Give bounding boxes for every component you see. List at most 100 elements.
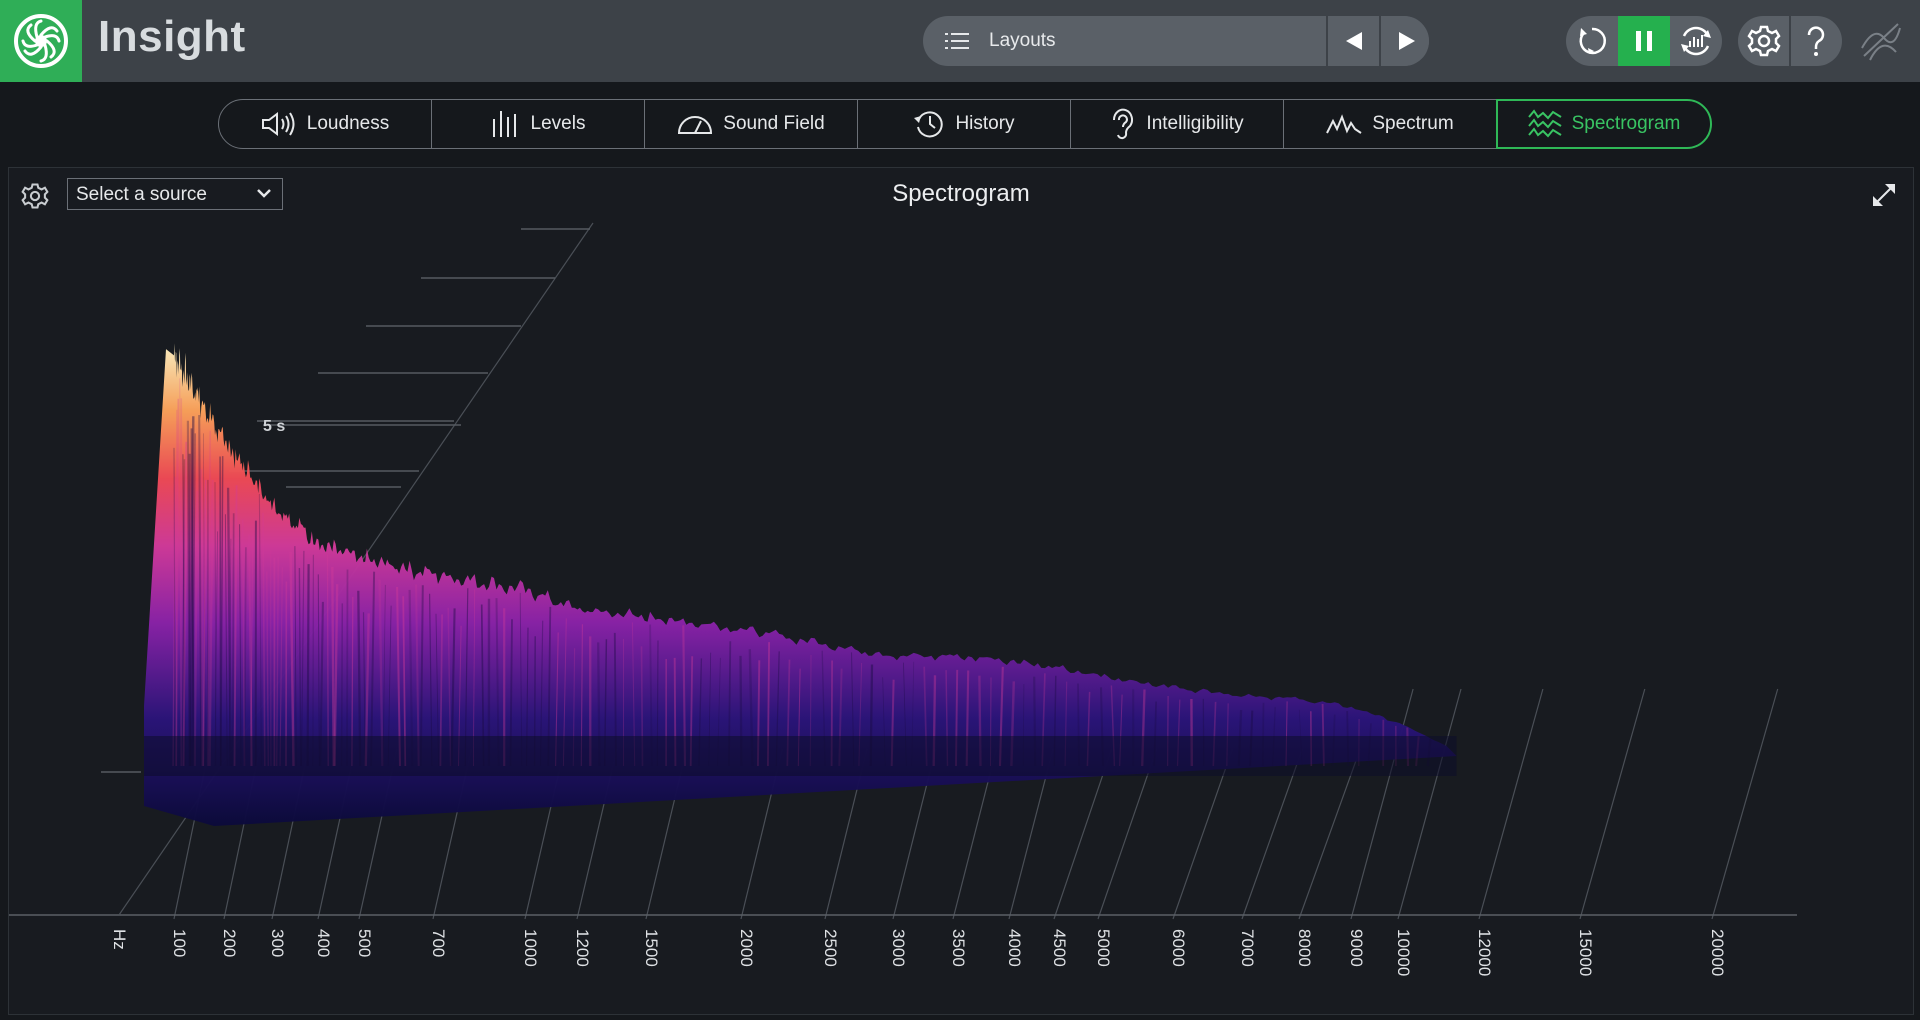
capture-button[interactable] xyxy=(1670,16,1722,66)
surface-ridge xyxy=(333,584,339,767)
triangle-left-icon xyxy=(1346,32,1362,50)
reset-button[interactable] xyxy=(1566,16,1618,66)
frequency-tick-label: 7000 xyxy=(1238,929,1257,967)
tab-spectrogram[interactable]: Spectrogram xyxy=(1496,99,1712,149)
tab-intelligibility[interactable]: Intelligibility xyxy=(1070,99,1284,149)
tab-loudness[interactable]: Loudness xyxy=(218,99,432,149)
tab-sound-field[interactable]: Sound Field xyxy=(644,99,858,149)
surface-ridge xyxy=(233,485,238,767)
surface-ridge xyxy=(326,554,329,767)
ear-icon xyxy=(1113,108,1134,140)
frequency-tick-label: 1200 xyxy=(573,929,592,967)
surface-ridge xyxy=(312,554,314,767)
triangle-right-icon xyxy=(1399,32,1415,50)
chevron-down-icon xyxy=(257,189,271,198)
surface-ridge xyxy=(203,433,206,767)
app-title: Insight xyxy=(98,12,246,61)
tab-label: Spectrogram xyxy=(1571,113,1681,134)
frequency-tick-label: 300 xyxy=(268,929,287,957)
layouts-button[interactable]: Layouts xyxy=(923,16,1327,66)
turbine-logo-icon xyxy=(14,14,68,68)
grid-line xyxy=(1053,748,1113,920)
frequency-tick-label: 2000 xyxy=(737,929,756,967)
spectrogram-plot: 5 s 100 200 300 400 500 700 1000 1200 1500 2000 250… xyxy=(9,222,1797,976)
surface-ridge xyxy=(415,584,420,767)
surface-ridge xyxy=(231,513,235,767)
surface-ridge xyxy=(200,469,204,767)
next-layout-button[interactable] xyxy=(1381,16,1429,66)
surface-ridge xyxy=(300,550,305,767)
surface-ridge xyxy=(317,574,320,767)
surface-ridge xyxy=(248,534,253,767)
grid-line xyxy=(1711,688,1779,920)
frequency-tick-label: 400 xyxy=(314,929,333,957)
surface-ridge xyxy=(262,512,266,767)
app-logo xyxy=(0,0,82,82)
surface-ridge xyxy=(175,409,178,767)
grid-line xyxy=(1172,748,1233,920)
settings-help-group xyxy=(1738,16,1842,66)
divider xyxy=(1379,16,1381,66)
question-mark-icon xyxy=(1807,26,1825,56)
surface-ridge xyxy=(219,456,222,767)
tab-label: Intelligibility xyxy=(1146,113,1244,134)
tab-label: History xyxy=(955,113,1015,134)
surface-ridge xyxy=(179,378,182,767)
divider xyxy=(1789,16,1791,66)
frequency-tick-label: 15000 xyxy=(1576,929,1595,976)
frequency-tick-label: 4500 xyxy=(1050,929,1069,967)
tab-label: Spectrum xyxy=(1372,113,1454,134)
capture-meter-icon xyxy=(1681,26,1711,56)
expand-icon[interactable] xyxy=(1871,182,1897,208)
previous-layout-button[interactable] xyxy=(1328,16,1380,66)
surface-ridge xyxy=(239,524,242,767)
surface-ridge xyxy=(306,564,310,767)
grid-line xyxy=(1397,688,1462,920)
surface-ridge xyxy=(172,476,177,767)
surface-ridge xyxy=(188,453,192,767)
tab-history[interactable]: History xyxy=(857,99,1071,149)
divider xyxy=(1326,16,1328,66)
surface-ridge xyxy=(298,567,302,767)
panel-settings-icon[interactable] xyxy=(21,182,49,210)
frequency-tick-label: 12000 xyxy=(1475,929,1494,976)
surface-ridge xyxy=(241,519,246,767)
frequency-tick-label: 2500 xyxy=(821,929,840,967)
surface-ridge xyxy=(382,584,386,767)
grid-line xyxy=(1478,688,1544,920)
surface-ridge xyxy=(220,456,224,767)
frequency-tick-label: 100 xyxy=(170,929,189,957)
spectrogram-panel: 5 s 100 200 300 400 500 700 1000 1200 1500 2000 250… xyxy=(8,167,1914,1015)
transport-controls xyxy=(1566,16,1722,66)
tab-spectrum[interactable]: Spectrum xyxy=(1283,99,1497,149)
frequency-tick-label: 4000 xyxy=(1005,929,1024,967)
surface-ridge xyxy=(243,547,247,767)
time-axis-label: 5 s xyxy=(263,418,285,435)
analyzer-tabs: Loudness Levels Sound Field History Inte… xyxy=(218,99,1712,149)
surface-ridge xyxy=(181,459,186,767)
source-select-value: Select a source xyxy=(76,184,207,205)
surface-ridge xyxy=(294,546,297,767)
surface-ridge xyxy=(258,493,262,767)
settings-button[interactable] xyxy=(1738,16,1790,66)
speaker-icon xyxy=(261,112,295,136)
pause-button[interactable] xyxy=(1618,16,1670,66)
frequency-tick-label: 8000 xyxy=(1295,929,1314,967)
source-select[interactable]: Select a source xyxy=(67,178,283,210)
frequency-tick-labels: 100 200 300 400 500 700 1000 1200 1500 2000 2500 30… xyxy=(110,929,1727,976)
surface-ridge xyxy=(193,490,199,767)
surface-ridge xyxy=(202,479,207,767)
help-button[interactable] xyxy=(1790,16,1842,66)
tab-label: Levels xyxy=(530,113,586,134)
surface-ridge xyxy=(208,479,214,767)
grid-line xyxy=(1241,748,1303,920)
spectrogram-wave-icon xyxy=(1527,109,1562,138)
top-bar: Insight Layouts xyxy=(0,0,1920,82)
brand-signature-icon xyxy=(1861,23,1901,61)
surface-ridge xyxy=(289,551,295,767)
surface-ridge xyxy=(226,487,232,767)
tab-levels[interactable]: Levels xyxy=(431,99,645,149)
spectrum-wave-icon xyxy=(1326,114,1362,134)
surface-ridge xyxy=(346,569,349,767)
frequency-tick-label: 1000 xyxy=(521,929,540,967)
